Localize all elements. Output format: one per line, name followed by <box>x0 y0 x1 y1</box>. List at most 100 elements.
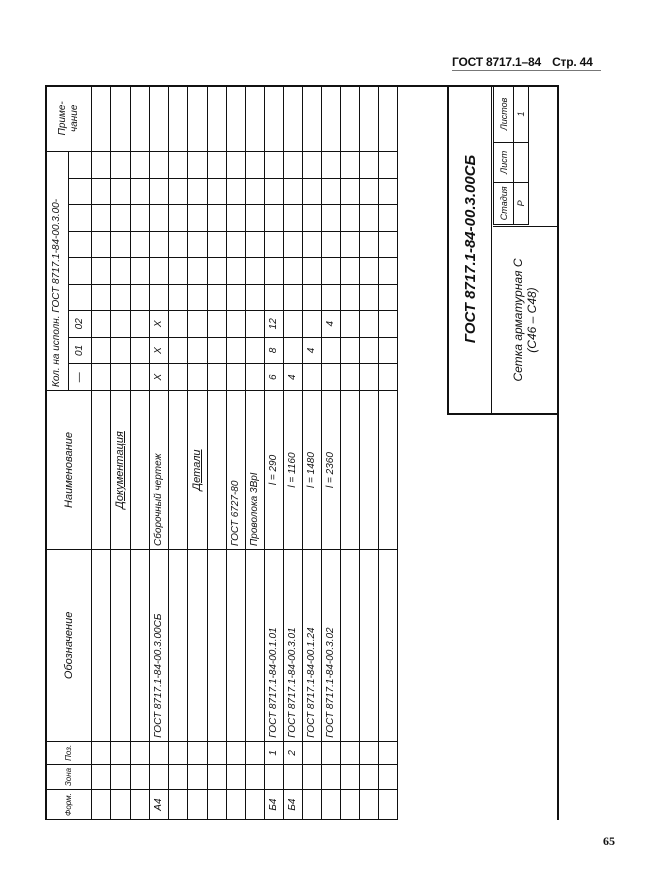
cross-mark-icon: X <box>149 310 169 338</box>
cell-format: А4 <box>149 789 169 820</box>
cell-qty <box>168 284 188 311</box>
cell-note <box>149 85 169 152</box>
cell-qty <box>359 204 379 232</box>
cell-zone <box>302 764 322 790</box>
cell-designation: ГОСТ 8717.1-84-00.3.01 <box>283 549 303 742</box>
cell-format <box>130 789 150 820</box>
cell-zone <box>207 764 227 790</box>
cell-qty <box>130 363 150 391</box>
cell-qty <box>91 204 111 232</box>
cell-qty <box>187 151 208 179</box>
cell-qty <box>245 257 265 285</box>
cell-qty <box>91 151 111 179</box>
cell-qty <box>321 204 341 232</box>
cell-pos <box>207 741 227 765</box>
cell-name <box>359 390 379 550</box>
cell-qty <box>226 231 246 258</box>
cell-pos <box>91 741 111 765</box>
cell-qty: 6 <box>264 363 284 391</box>
cell-qty <box>168 363 188 391</box>
cell-qty <box>378 231 398 258</box>
cell-qty <box>378 204 398 232</box>
cell-qty <box>264 231 284 258</box>
cell-qty <box>340 310 360 338</box>
table-row: Б4 2 ГОСТ 8717.1-84-00.3.01 l = 1160 4 <box>283 85 303 820</box>
product-name-line2: (С46 – С48) <box>525 287 539 353</box>
cell-note <box>321 85 341 152</box>
cell-qty <box>130 151 150 179</box>
cell-pos <box>187 741 208 765</box>
cell-designation: ГОСТ 8717.1-84-00.1.24 <box>302 549 322 742</box>
cell-zone <box>264 764 284 790</box>
cell-designation <box>359 549 379 742</box>
cell-pos <box>378 741 398 765</box>
header-variant <box>68 178 92 205</box>
cell-qty <box>359 310 379 338</box>
header-variant <box>68 204 92 232</box>
cell-format <box>340 789 360 820</box>
cell-name: l = 2360 <box>321 390 341 550</box>
cell-pos <box>245 741 265 765</box>
cell-zone <box>187 764 208 790</box>
stage-sheet-grid: Стадия Лист Листов Р 1 <box>493 85 556 225</box>
cell-qty <box>187 363 208 391</box>
cell-qty <box>321 363 341 391</box>
cell-qty <box>245 151 265 179</box>
cell-qty <box>207 151 227 179</box>
cell-qty <box>302 363 322 391</box>
cell-zone <box>359 764 379 790</box>
cell-zone <box>149 764 169 790</box>
cell-designation <box>207 549 227 742</box>
cell-zone <box>283 764 303 790</box>
cell-qty <box>378 363 398 391</box>
cell-qty <box>149 204 169 232</box>
sheet-value <box>513 142 529 183</box>
cell-format <box>110 789 131 820</box>
cell-pos <box>110 741 131 765</box>
cell-qty <box>187 337 208 364</box>
header-variant <box>68 151 92 179</box>
standard-number: ГОСТ 8717.1–84 <box>452 55 541 69</box>
cell-qty <box>340 204 360 232</box>
cell-qty <box>340 178 360 205</box>
header-zone: Зона <box>45 764 92 790</box>
cell-format <box>168 789 188 820</box>
sheets-value: 1 <box>513 85 529 143</box>
cell-qty <box>283 310 303 338</box>
cell-pos <box>302 741 322 765</box>
cell-name: ГОСТ 6727-80 <box>226 390 246 550</box>
cell-qty <box>110 151 131 179</box>
cell-qty <box>340 337 360 364</box>
cell-qty <box>321 284 341 311</box>
cell-qty <box>245 204 265 232</box>
cell-note <box>187 85 208 152</box>
cell-designation <box>168 549 188 742</box>
cell-zone <box>168 764 188 790</box>
sheet-label: Лист <box>493 142 514 183</box>
cell-qty <box>149 151 169 179</box>
cell-qty <box>149 257 169 285</box>
cell-designation <box>91 549 111 742</box>
cell-format <box>378 789 398 820</box>
cell-name: Документация <box>110 390 131 550</box>
cell-qty: 4 <box>302 337 322 364</box>
cell-qty <box>378 257 398 285</box>
cell-format: Б4 <box>283 789 303 820</box>
cell-qty <box>283 231 303 258</box>
cell-qty <box>110 337 131 364</box>
cell-pos: 2 <box>283 741 303 765</box>
cell-pos <box>168 741 188 765</box>
cell-pos <box>226 741 246 765</box>
cell-name <box>378 390 398 550</box>
cell-qty <box>283 204 303 232</box>
cell-zone <box>130 764 150 790</box>
cell-qty <box>168 204 188 232</box>
cell-qty <box>359 178 379 205</box>
cell-designation <box>130 549 150 742</box>
cell-qty <box>359 337 379 364</box>
cell-qty <box>149 284 169 311</box>
cell-qty <box>168 257 188 285</box>
cell-qty <box>245 231 265 258</box>
header-note: Приме-чание <box>45 85 92 152</box>
cell-pos <box>149 741 169 765</box>
